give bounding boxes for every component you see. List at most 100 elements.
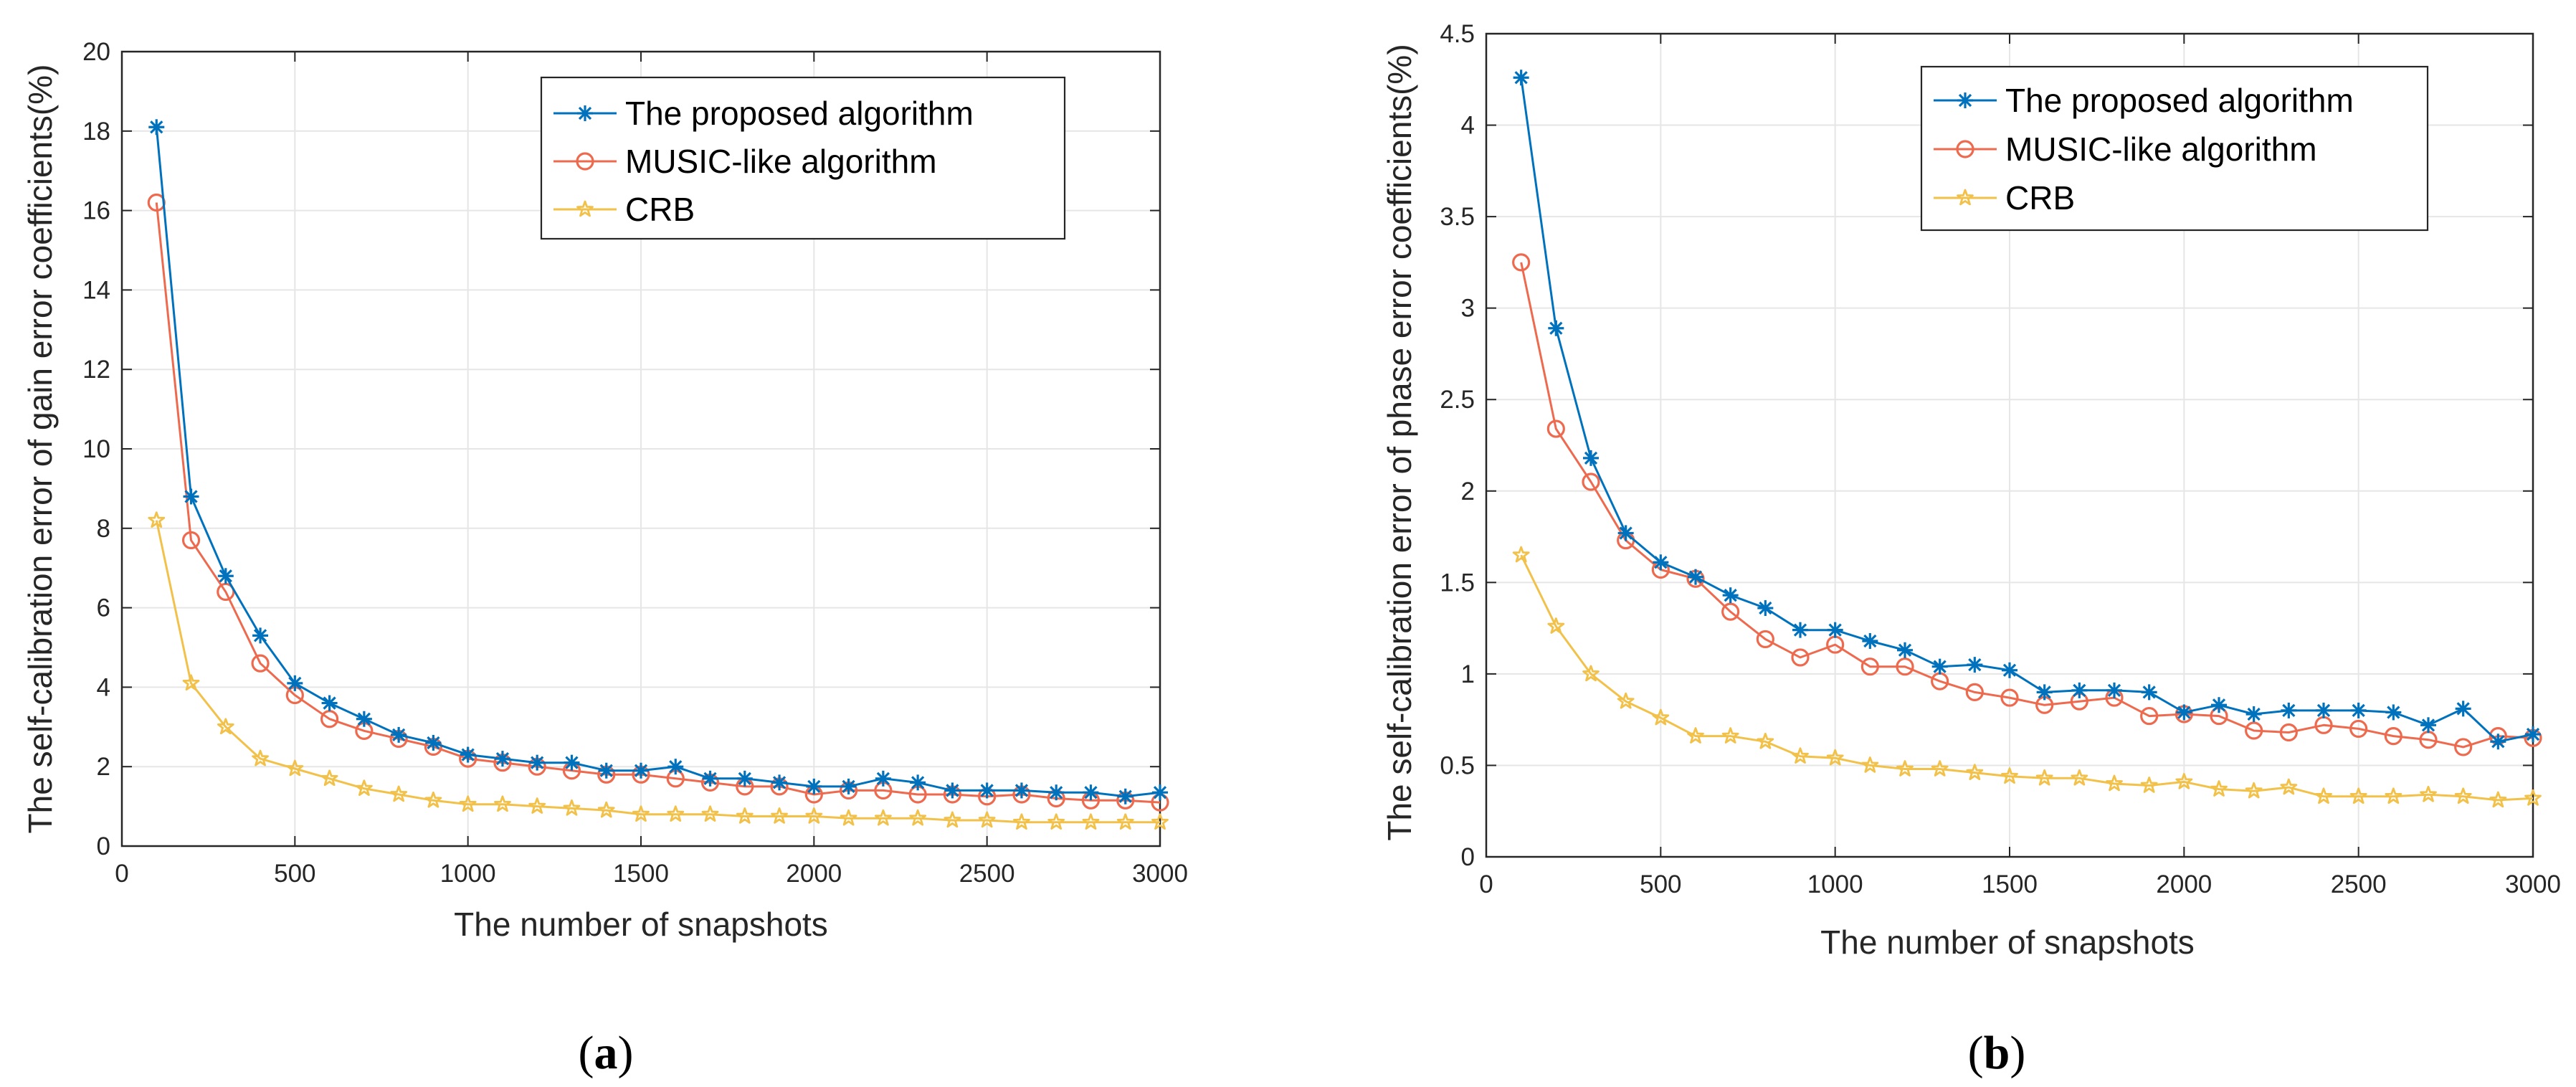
y-axis-label: The self-calibration error of phase erro…: [1381, 44, 1418, 840]
x-tick-label: 0: [1479, 870, 1493, 898]
y-tick-label: 2: [1461, 478, 1475, 505]
x-tick-label: 0: [115, 860, 128, 888]
y-tick-label: 0: [1461, 843, 1475, 871]
y-tick-label: 4: [1461, 112, 1475, 140]
x-axis-label: The number of snapshots: [1820, 924, 2195, 961]
data-point-proposed: [1546, 319, 1565, 338]
series-crb: [148, 511, 1169, 830]
data-point-proposed: [2419, 716, 2438, 734]
data-series: [147, 118, 1169, 830]
data-point-proposed: [736, 769, 754, 788]
data-point-proposed: [251, 626, 270, 645]
y-tick-label: 2.5: [1440, 386, 1475, 414]
legend-entry-crb: CRB: [1934, 179, 2075, 217]
data-point-proposed: [1791, 621, 1810, 640]
data-series: [1512, 68, 2542, 808]
data-point-proposed: [943, 781, 962, 800]
data-point-proposed: [1826, 621, 1845, 640]
data-point-proposed: [2175, 703, 2193, 722]
data-point-proposed: [2210, 696, 2228, 714]
legend: The proposed algorithm MUSIC-like algori…: [1920, 65, 2429, 232]
y-tick-label: 16: [82, 197, 110, 225]
data-point-proposed: [2349, 701, 2368, 720]
x-axis-label: The number of snapshots: [454, 906, 828, 943]
caption-paren-open: (: [579, 1027, 594, 1079]
y-tick-label: 0: [97, 832, 110, 860]
data-point-proposed: [320, 693, 339, 713]
x-tick-label: 3000: [2505, 870, 2561, 898]
x-tick-label: 500: [1640, 870, 1681, 898]
data-point-proposed: [666, 757, 685, 776]
data-point-proposed: [1116, 787, 1135, 806]
data-point-proposed: [285, 674, 304, 693]
legend-entry-music: MUSIC-like algorithm: [1934, 130, 2317, 168]
data-point-proposed: [1512, 68, 1531, 87]
chart-panel-a: 0 500 1000 1500 2000 2500 3000 0 2 4 6 8 10 12 14 16 18 2…: [22, 38, 1188, 1079]
data-point-proposed: [217, 566, 235, 585]
data-point-proposed: [1047, 783, 1065, 802]
series-proposed: [1512, 68, 2542, 751]
legend-label-crb: CRB: [2005, 179, 2075, 217]
x-tick-label: 1000: [1807, 870, 1863, 898]
x-tick-label: 1500: [613, 860, 669, 888]
data-point-proposed: [1081, 783, 1101, 802]
data-point-proposed: [2070, 681, 2088, 700]
data-point-proposed: [700, 769, 720, 788]
y-tick-label: 0.5: [1440, 751, 1475, 779]
x-tick-label: 2000: [786, 860, 842, 888]
y-tick-label: 1.5: [1440, 569, 1475, 597]
y-tick-label: 12: [82, 356, 110, 384]
x-tick-label: 500: [274, 860, 315, 888]
x-tick-label: 1500: [1982, 870, 2038, 898]
data-point-proposed: [528, 754, 546, 772]
data-point-proposed: [2489, 732, 2507, 751]
data-point-proposed: [2279, 701, 2298, 720]
x-tick-label: 2000: [2156, 870, 2212, 898]
legend-label-music: MUSIC-like algorithm: [625, 143, 937, 180]
data-point-proposed: [978, 781, 997, 800]
panel-caption-a: (a): [579, 1027, 634, 1079]
y-tick-label: 4.5: [1440, 20, 1475, 48]
data-point-proposed: [632, 761, 650, 780]
data-point-proposed: [2314, 701, 2333, 720]
data-point-proposed: [181, 487, 201, 506]
asterisk-icon: [576, 104, 594, 123]
data-point-proposed: [1651, 553, 1670, 571]
data-point-proposed: [1965, 655, 1984, 674]
x-tick-label: 3000: [1132, 860, 1188, 888]
x-tick-label: 2500: [2331, 870, 2387, 898]
x-tick-label: 1000: [440, 860, 496, 888]
data-point-proposed: [459, 745, 477, 764]
caption-paren-close: ): [2010, 1027, 2025, 1079]
legend-entry-music: MUSIC-like algorithm: [553, 143, 937, 180]
data-point-proposed: [424, 734, 443, 752]
asterisk-icon: [1956, 91, 1974, 110]
data-point-proposed: [1012, 781, 1031, 800]
axis-ticks: 0 500 1000 1500 2000 2500 3000 0 0.5 1 1.5 2 2.5 3 3.5…: [1440, 20, 2561, 898]
data-point-proposed: [1896, 641, 1914, 660]
data-point-proposed: [1617, 523, 1635, 543]
caption-letter: a: [594, 1027, 618, 1079]
legend-entry-crb: CRB: [553, 191, 695, 228]
x-tick-label: 2500: [959, 860, 1015, 888]
y-tick-label: 18: [82, 118, 110, 146]
data-point-proposed: [493, 749, 512, 768]
data-point-proposed: [874, 769, 893, 788]
data-point-proposed: [1860, 632, 1879, 650]
legend-box: [540, 76, 1066, 240]
data-point-proposed: [2000, 661, 2019, 680]
data-point-proposed: [2105, 681, 2124, 700]
legend-entry-proposed: The proposed algorithm: [553, 95, 974, 132]
legend-label-proposed: The proposed algorithm: [625, 95, 974, 132]
y-tick-label: 4: [97, 673, 110, 701]
legend-label-proposed: The proposed algorithm: [2005, 82, 2354, 119]
legend-box: [1920, 65, 2429, 232]
data-point-proposed: [355, 710, 374, 728]
caption-paren-close: ): [618, 1027, 634, 1079]
data-point-proposed: [2384, 703, 2402, 722]
data-point-proposed: [839, 777, 858, 796]
data-point-proposed: [2035, 683, 2054, 702]
data-point-proposed: [1721, 586, 1740, 604]
data-point-proposed: [770, 773, 789, 792]
